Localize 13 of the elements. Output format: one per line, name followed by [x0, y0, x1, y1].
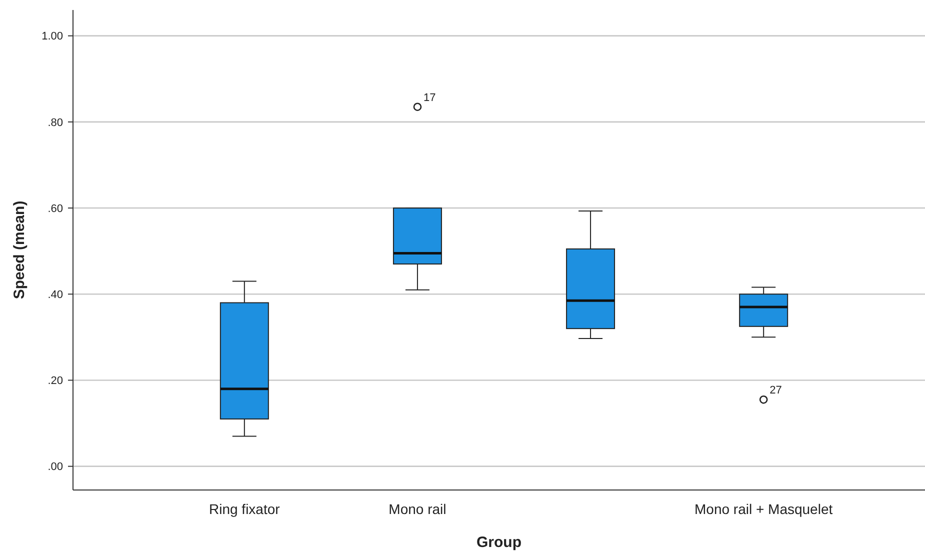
y-tick-label: .60: [48, 202, 63, 215]
y-axis-title: Speed (mean): [11, 200, 28, 300]
y-tick-label: .40: [48, 288, 63, 301]
y-tick-label: .20: [48, 375, 63, 388]
x-tick-label: Mono rail: [388, 501, 446, 517]
x-tick-label: Mono rail + Masquelet: [694, 501, 833, 517]
annotation: 27: [770, 384, 782, 397]
y-tick-label: .00: [48, 461, 63, 474]
y-tick-label: 1.00: [42, 30, 63, 43]
x-tick-label: Ring fixator: [209, 501, 280, 517]
annotation: 17: [423, 92, 436, 104]
x-axis-title: Group: [476, 534, 522, 551]
y-tick-label: .80: [48, 116, 63, 129]
